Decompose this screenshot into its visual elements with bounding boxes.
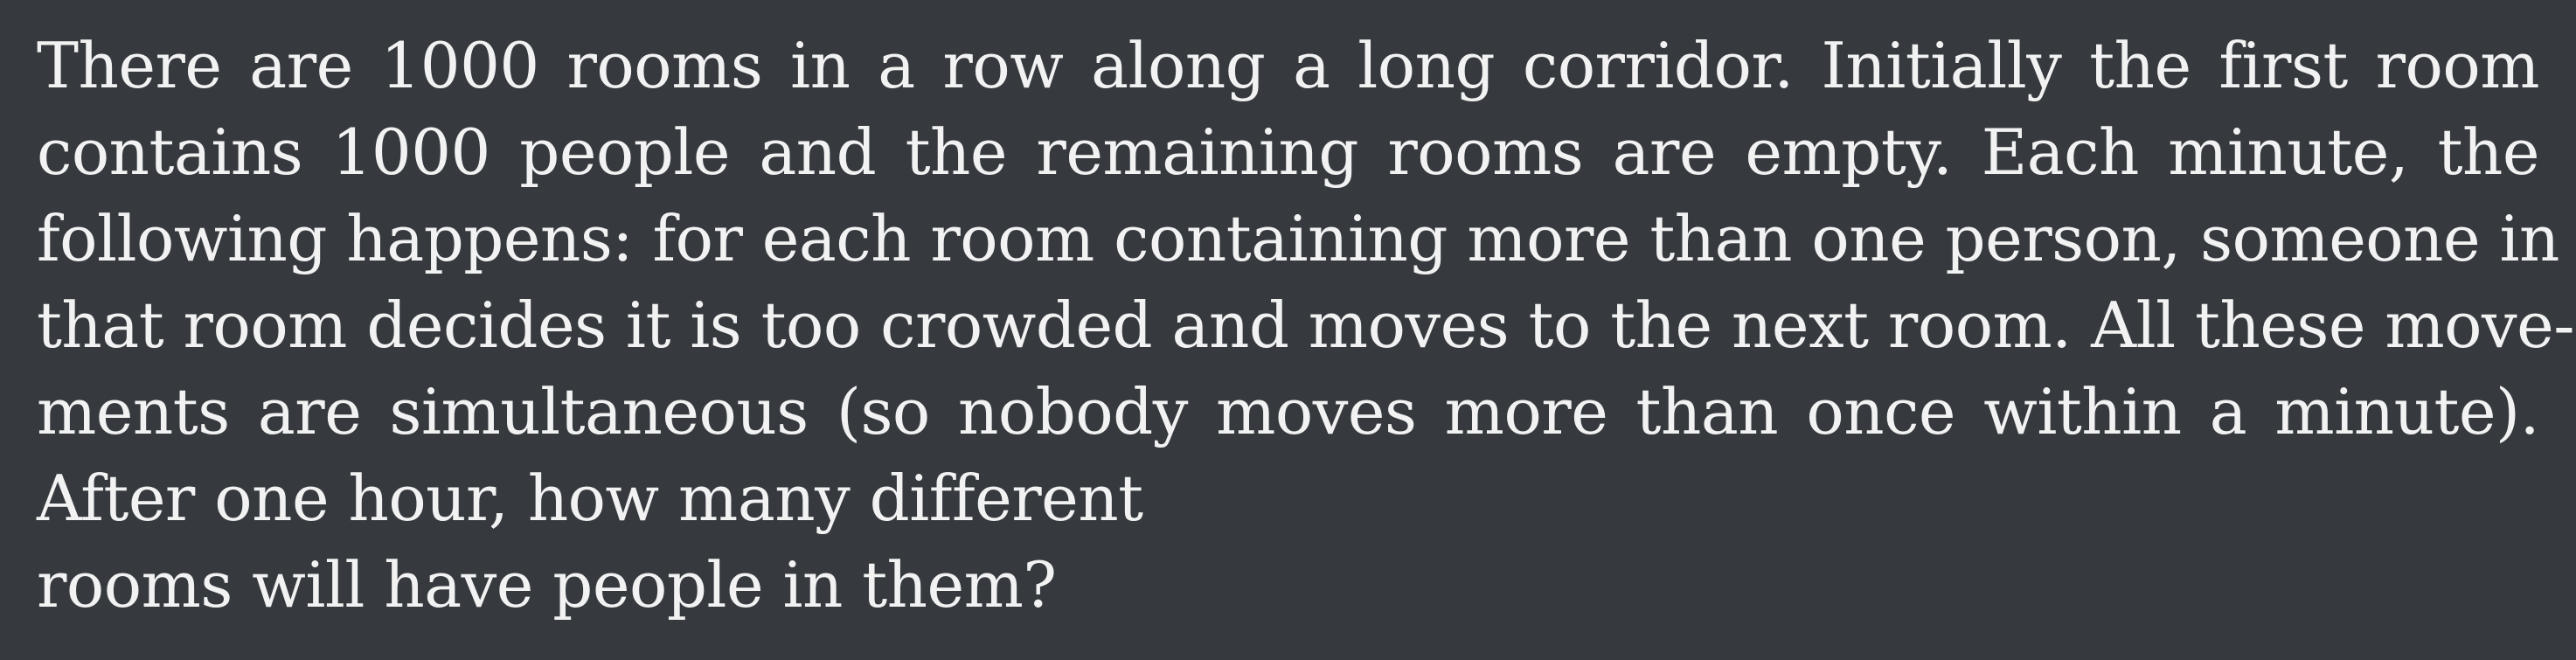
problem-line-6: After one hour, how many different (37, 462, 1143, 535)
problem-line-7: rooms will have people in them? (37, 548, 1057, 622)
problem-line-1: There are 1000 rooms in a row along a lo… (37, 29, 2540, 102)
problem-line-5: ments are simultaneous (so nobody moves … (37, 375, 2540, 448)
problem-line-3: following happens: for each room contain… (37, 202, 2559, 275)
problem-text: There are 1000 rooms in a row along a lo… (37, 23, 2575, 629)
problem-line-2: contains 1000 people and the remaining r… (37, 115, 2540, 189)
problem-line-4: that room decides it is too crowded and … (37, 288, 2575, 362)
